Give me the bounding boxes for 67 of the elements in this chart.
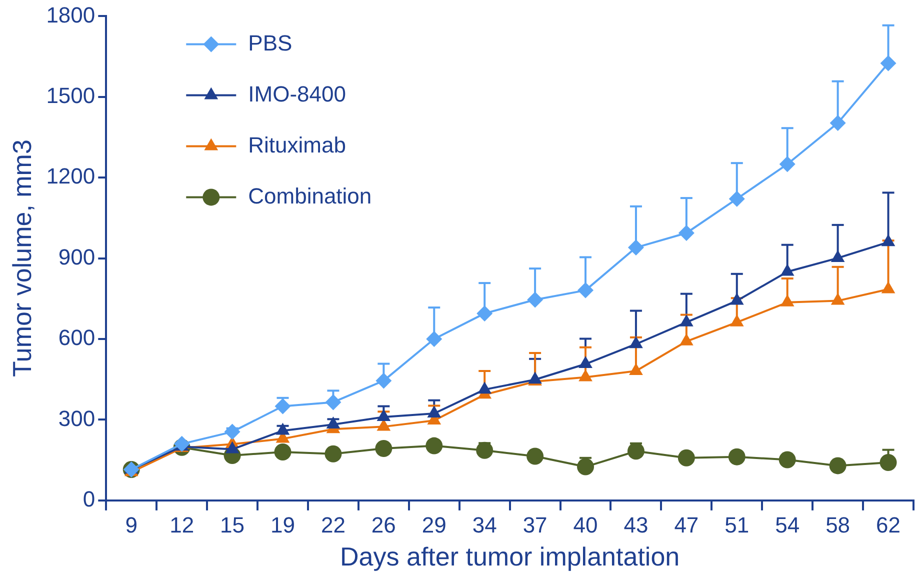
point: [830, 292, 845, 305]
point: [778, 451, 796, 468]
point: [678, 449, 695, 466]
point: [730, 314, 744, 326]
point: [629, 336, 643, 348]
legend-label: IMO-8400: [248, 81, 346, 106]
x-tick-label: 43: [624, 512, 648, 538]
point: [680, 333, 694, 346]
point: [224, 424, 240, 440]
x-tick-label: 26: [371, 512, 396, 538]
x-tick-label: 37: [522, 512, 548, 538]
point: [578, 369, 592, 382]
y-tick-label: 1200: [46, 164, 96, 189]
point: [274, 443, 292, 460]
point: [427, 406, 442, 418]
y-axis-title: Tumor volume, mm3: [6, 140, 37, 378]
point: [326, 416, 340, 429]
point: [476, 442, 494, 459]
point: [376, 409, 391, 422]
x-tick-label: 9: [125, 512, 138, 538]
x-tick-label: 15: [220, 512, 245, 538]
x-tick-label: 19: [270, 512, 295, 538]
point: [880, 454, 897, 471]
point: [728, 448, 746, 466]
x-tick-label: 34: [472, 512, 497, 538]
y-tick-label: 600: [58, 325, 96, 350]
point: [324, 445, 342, 462]
point: [627, 442, 644, 460]
point: [426, 437, 443, 454]
point: [829, 457, 846, 474]
point: [376, 372, 392, 389]
point: [629, 363, 643, 376]
x-tick-label: 47: [674, 512, 699, 538]
point: [780, 264, 794, 276]
x-tick-label: 51: [724, 512, 750, 538]
y-tick-label: 300: [58, 406, 96, 431]
point: [225, 441, 240, 454]
x-axis-title: Days after tumor implantation: [340, 542, 680, 572]
point: [577, 458, 594, 476]
y-tick-label: 0: [82, 486, 96, 512]
point: [881, 234, 896, 246]
legend-label: PBS: [248, 30, 292, 56]
x-tick-label: 12: [170, 512, 194, 538]
legend-label: Combination: [248, 183, 372, 208]
x-tick-label: 22: [320, 512, 346, 538]
legend-label: Rituximab: [248, 132, 346, 158]
point: [881, 281, 896, 294]
y-tick-label: 1500: [46, 82, 96, 108]
point: [830, 250, 845, 262]
point: [325, 394, 342, 410]
y-tick-label: 1800: [46, 2, 96, 28]
point: [578, 356, 592, 368]
point: [780, 294, 794, 306]
x-tick-label: 62: [876, 512, 901, 538]
x-tick-label: 40: [573, 512, 598, 538]
point: [375, 440, 392, 457]
x-tick-label: 54: [775, 512, 800, 538]
point: [276, 422, 290, 435]
point: [526, 448, 544, 465]
x-tick-label: 58: [826, 512, 850, 538]
x-tick-label: 29: [422, 512, 446, 538]
y-tick-label: 900: [58, 244, 96, 270]
point: [730, 292, 744, 305]
point: [274, 398, 291, 414]
point: [478, 382, 492, 394]
point: [680, 314, 694, 326]
point: [174, 436, 190, 452]
